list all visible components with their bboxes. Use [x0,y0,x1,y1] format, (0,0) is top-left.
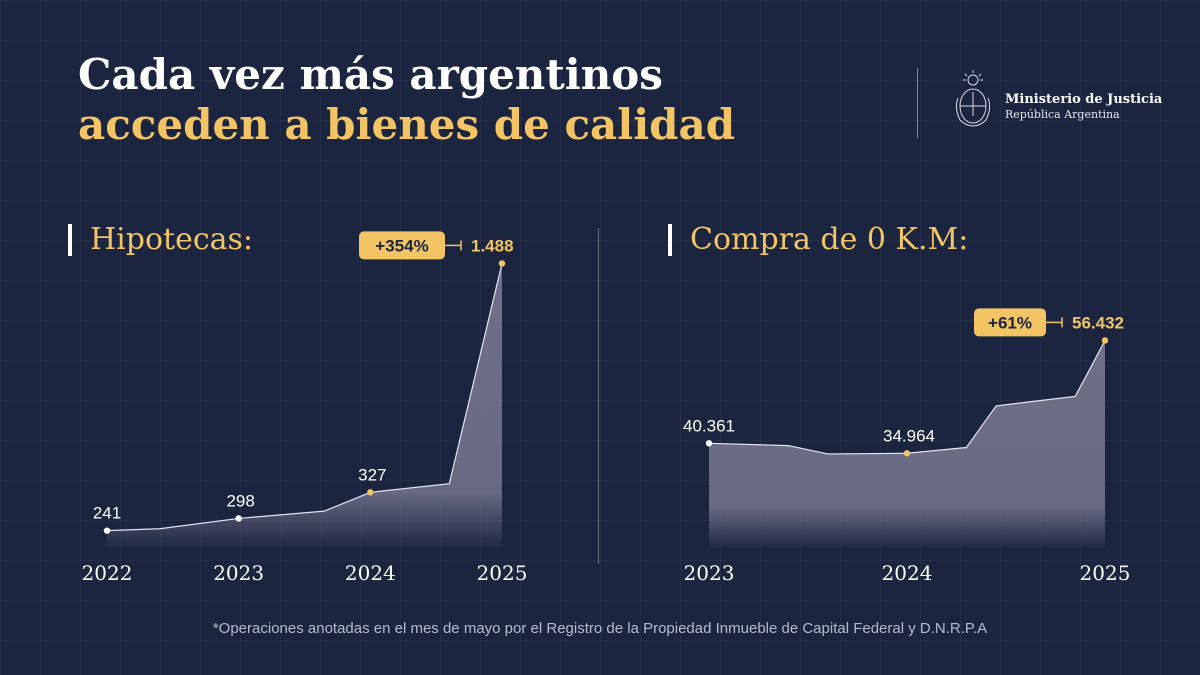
hipotecas-title: Hipotecas: [90,222,254,257]
hipotecas-value-label-2: 327 [358,465,386,484]
hipotecas-tick-2023: 2023 [213,561,264,585]
header-divider [917,68,918,138]
hipotecas-value-label-1: 298 [226,491,254,510]
autos-tick-2024: 2024 [882,561,933,585]
autos-value-label-0: 40.361 [683,416,735,435]
autos-value-label-2: 56.432 [1072,313,1124,332]
panel-divider [598,228,599,564]
autos-marker-2 [1101,337,1109,344]
hipotecas-tick-2025: 2025 [477,561,528,585]
autos-line [708,340,1106,455]
autos-marker-1 [903,450,911,457]
page-title: Cada vez más argentinos acceden a bienes… [78,50,735,150]
title-line-1: Cada vez más argentinos [78,50,663,99]
autos-tick-2025: 2025 [1080,561,1131,585]
autos-marker-0 [705,440,713,447]
autos-title: Compra de 0 K.M: [690,222,969,257]
autos-badge-text: +61% [988,313,1032,332]
hipotecas-tick-2024: 2024 [345,561,396,585]
ministry-block: Ministerio de Justicia República Argenti… [1005,92,1162,121]
autos-value-label-1: 34.964 [883,426,935,445]
heading-bar [68,223,72,256]
footnote: *Operaciones anotadas en el mes de mayo … [212,620,988,637]
autos-area [709,340,1105,548]
coat-of-arms-icon [955,70,991,127]
hipotecas-marker-3 [498,260,506,267]
hipotecas-heading: Hipotecas: [68,222,253,257]
hipotecas-marker-1 [235,515,242,522]
autos-badge [974,308,1046,337]
autos-tick-2023: 2023 [684,561,735,585]
hipotecas-badge-text: +354% [375,236,428,255]
ministry-subtitle: República Argentina [1005,108,1120,121]
hipotecas-area [107,263,502,548]
hipotecas-marker-0 [103,527,111,534]
title-line-2: acceden a bienes de calidad [78,100,736,149]
heading-bar [668,223,672,256]
hipotecas-value-label-3: 1.488 [471,236,514,255]
autos-heading: Compra de 0 K.M: [668,222,968,257]
hipotecas-line [106,263,503,532]
ministry-name: Ministerio de Justicia [1005,92,1163,107]
hipotecas-value-label-0: 241 [93,504,121,523]
hipotecas-badge [359,231,445,260]
hipotecas-tick-2022: 2022 [82,561,133,585]
hipotecas-marker-2 [367,489,374,496]
